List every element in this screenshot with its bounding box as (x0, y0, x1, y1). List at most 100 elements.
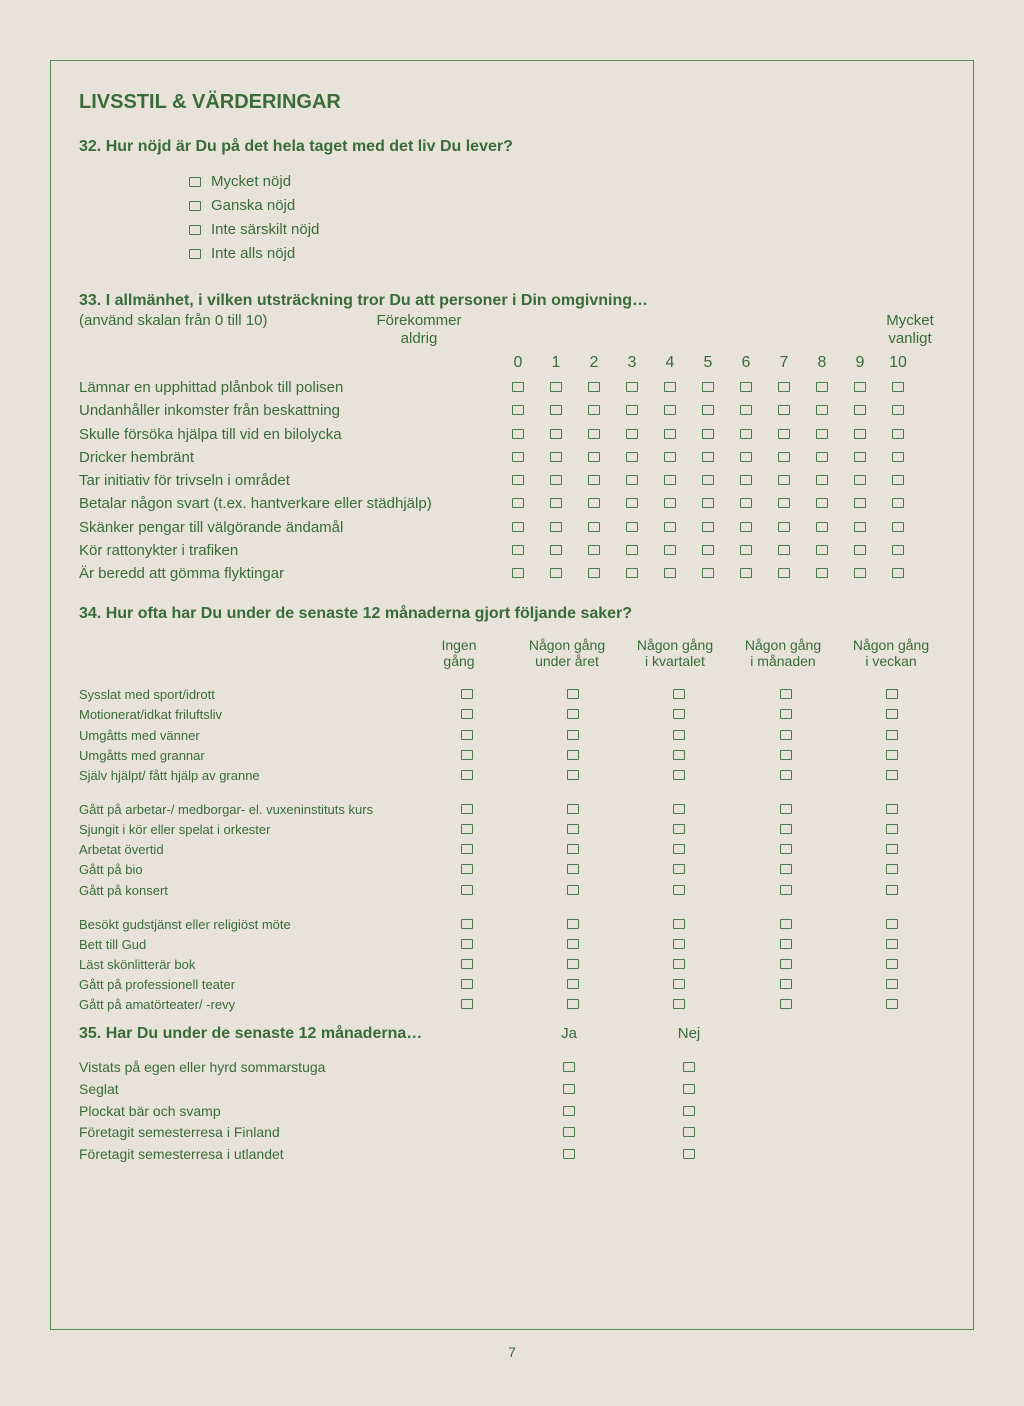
checkbox[interactable] (626, 568, 638, 578)
checkbox[interactable] (892, 405, 904, 415)
checkbox[interactable] (892, 522, 904, 532)
checkbox[interactable] (550, 429, 562, 439)
checkbox[interactable] (886, 959, 898, 969)
checkbox[interactable] (588, 545, 600, 555)
checkbox[interactable] (512, 475, 524, 485)
checkbox[interactable] (673, 885, 685, 895)
checkbox[interactable] (567, 750, 579, 760)
checkbox[interactable] (702, 522, 714, 532)
checkbox[interactable] (588, 498, 600, 508)
checkbox[interactable] (461, 804, 473, 814)
checkbox[interactable] (461, 844, 473, 854)
checkbox[interactable] (673, 770, 685, 780)
checkbox[interactable] (664, 405, 676, 415)
checkbox[interactable] (886, 999, 898, 1009)
checkbox[interactable] (780, 999, 792, 1009)
checkbox[interactable] (854, 545, 866, 555)
checkbox[interactable] (702, 545, 714, 555)
checkbox[interactable] (626, 545, 638, 555)
checkbox[interactable] (892, 382, 904, 392)
checkbox[interactable] (886, 844, 898, 854)
checkbox[interactable] (816, 522, 828, 532)
checkbox[interactable] (673, 999, 685, 1009)
checkbox[interactable] (778, 452, 790, 462)
checkbox[interactable] (673, 750, 685, 760)
checkbox[interactable] (567, 939, 579, 949)
checkbox[interactable] (512, 545, 524, 555)
checkbox[interactable] (892, 475, 904, 485)
checkbox[interactable] (567, 689, 579, 699)
checkbox[interactable] (626, 498, 638, 508)
checkbox[interactable] (778, 405, 790, 415)
checkbox[interactable] (588, 429, 600, 439)
checkbox[interactable] (626, 522, 638, 532)
checkbox[interactable] (740, 568, 752, 578)
checkbox[interactable] (189, 225, 201, 235)
checkbox[interactable] (550, 568, 562, 578)
checkbox[interactable] (854, 429, 866, 439)
checkbox[interactable] (567, 824, 579, 834)
checkbox[interactable] (567, 979, 579, 989)
checkbox[interactable] (702, 429, 714, 439)
checkbox[interactable] (673, 730, 685, 740)
checkbox[interactable] (673, 939, 685, 949)
checkbox[interactable] (886, 939, 898, 949)
checkbox[interactable] (780, 939, 792, 949)
checkbox[interactable] (664, 382, 676, 392)
checkbox[interactable] (816, 429, 828, 439)
checkbox[interactable] (683, 1084, 695, 1094)
checkbox[interactable] (673, 919, 685, 929)
checkbox[interactable] (778, 475, 790, 485)
checkbox[interactable] (778, 568, 790, 578)
checkbox[interactable] (778, 429, 790, 439)
checkbox[interactable] (461, 959, 473, 969)
checkbox[interactable] (567, 919, 579, 929)
checkbox[interactable] (740, 405, 752, 415)
checkbox[interactable] (854, 498, 866, 508)
checkbox[interactable] (588, 475, 600, 485)
checkbox[interactable] (886, 885, 898, 895)
checkbox[interactable] (461, 689, 473, 699)
checkbox[interactable] (567, 804, 579, 814)
checkbox[interactable] (461, 979, 473, 989)
checkbox[interactable] (816, 568, 828, 578)
checkbox[interactable] (780, 804, 792, 814)
checkbox[interactable] (740, 452, 752, 462)
checkbox[interactable] (189, 177, 201, 187)
checkbox[interactable] (664, 452, 676, 462)
checkbox[interactable] (780, 844, 792, 854)
checkbox[interactable] (892, 545, 904, 555)
checkbox[interactable] (567, 844, 579, 854)
checkbox[interactable] (892, 498, 904, 508)
checkbox[interactable] (550, 382, 562, 392)
checkbox[interactable] (664, 429, 676, 439)
checkbox[interactable] (550, 522, 562, 532)
checkbox[interactable] (816, 382, 828, 392)
checkbox[interactable] (626, 405, 638, 415)
checkbox[interactable] (854, 522, 866, 532)
checkbox[interactable] (664, 522, 676, 532)
checkbox[interactable] (567, 999, 579, 1009)
checkbox[interactable] (702, 475, 714, 485)
checkbox[interactable] (673, 959, 685, 969)
checkbox[interactable] (892, 429, 904, 439)
checkbox[interactable] (461, 885, 473, 895)
checkbox[interactable] (673, 689, 685, 699)
checkbox[interactable] (854, 382, 866, 392)
checkbox[interactable] (702, 405, 714, 415)
checkbox[interactable] (886, 804, 898, 814)
checkbox[interactable] (567, 864, 579, 874)
checkbox[interactable] (461, 730, 473, 740)
checkbox[interactable] (854, 452, 866, 462)
checkbox[interactable] (780, 864, 792, 874)
checkbox[interactable] (683, 1106, 695, 1116)
checkbox[interactable] (563, 1062, 575, 1072)
checkbox[interactable] (673, 709, 685, 719)
checkbox[interactable] (567, 885, 579, 895)
checkbox[interactable] (567, 959, 579, 969)
checkbox[interactable] (461, 709, 473, 719)
checkbox[interactable] (780, 919, 792, 929)
checkbox[interactable] (588, 568, 600, 578)
checkbox[interactable] (854, 568, 866, 578)
checkbox[interactable] (550, 452, 562, 462)
